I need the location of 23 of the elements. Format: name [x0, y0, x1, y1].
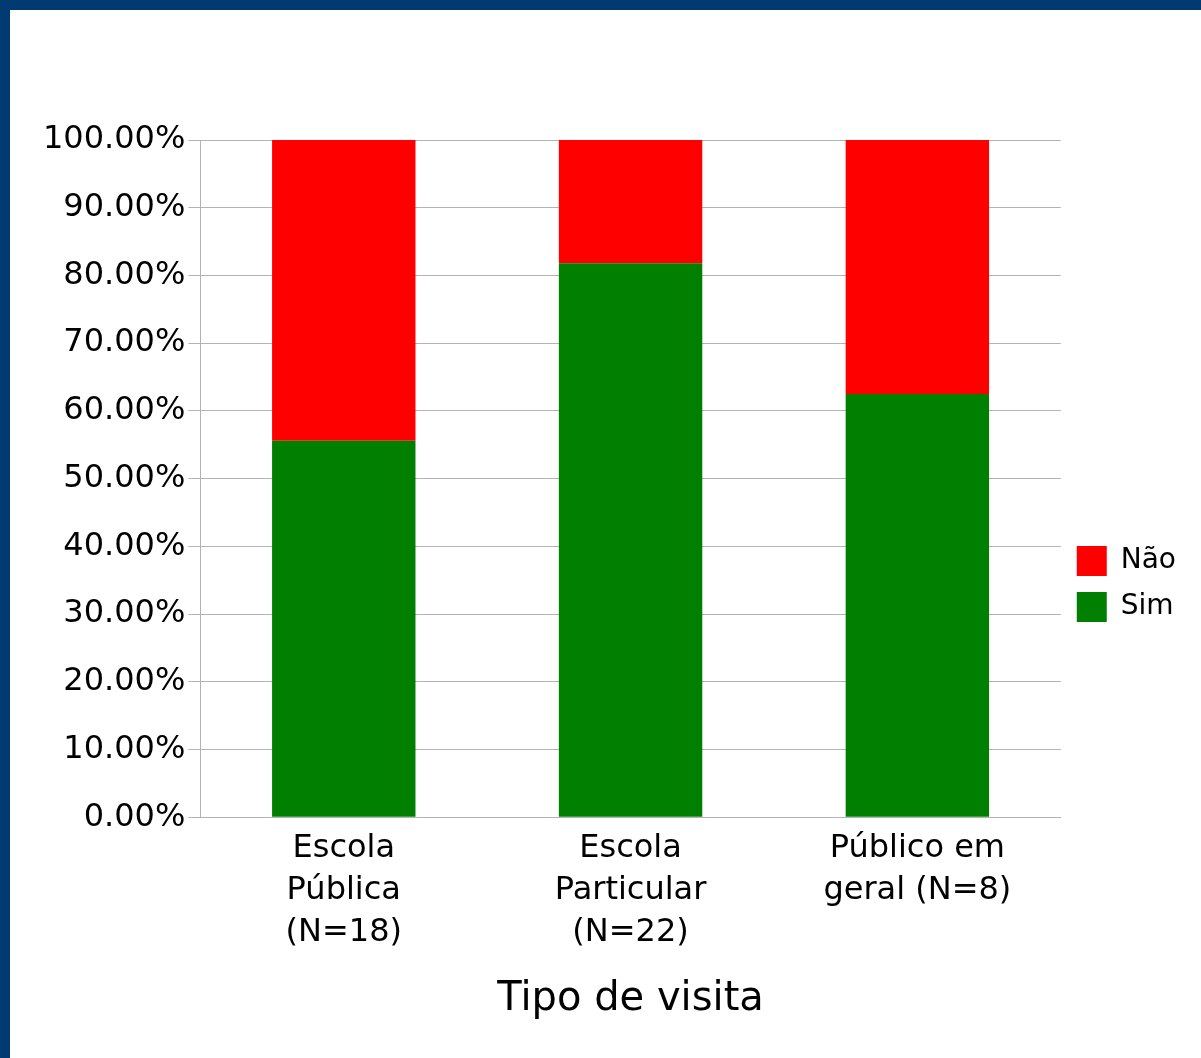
x-tick-label: Escola Pública (N=18) [285, 827, 402, 949]
legend-label: Não [1120, 542, 1176, 576]
y-tick-label: 10.00% [63, 727, 186, 766]
bar [272, 140, 416, 441]
y-tick-label: 90.00% [63, 186, 186, 225]
y-tick-label: 20.00% [63, 660, 186, 699]
y-tick-label: 30.00% [63, 592, 186, 631]
x-axis-title: Tipo de visita [496, 973, 764, 1020]
bar [558, 140, 703, 264]
y-tick-label: 50.00% [63, 456, 186, 495]
bar [845, 393, 990, 817]
bar [845, 140, 990, 394]
y-tick-label: 0.00% [83, 795, 186, 834]
x-tick-label: Público em geral (N=8) [823, 827, 1012, 907]
bar [272, 440, 416, 817]
x-tick-label: Escola Particular (N=22) [554, 827, 708, 949]
y-tick-label: 70.00% [63, 321, 186, 360]
y-tick-label: 80.00% [63, 253, 186, 292]
y-tick-label: 60.00% [63, 389, 186, 428]
bar [558, 263, 703, 817]
y-tick-label: 100.00% [43, 118, 186, 157]
y-tick-label: 40.00% [63, 524, 186, 563]
legend-label: Sim [1120, 588, 1174, 622]
